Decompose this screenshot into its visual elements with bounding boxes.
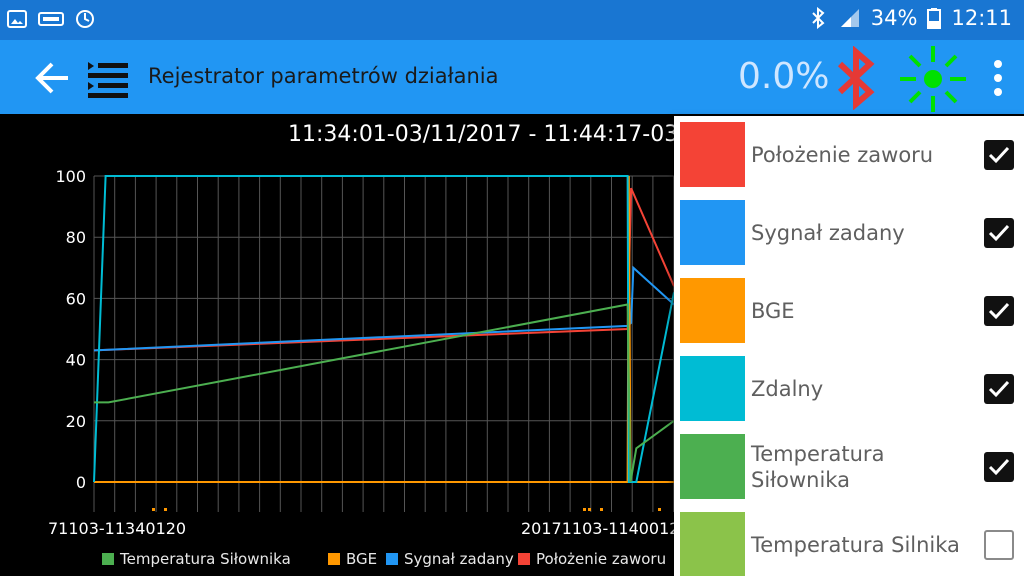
page-title: Rejestrator parametrów działania — [148, 64, 499, 88]
series-label: Zdalny — [751, 377, 824, 401]
series-line — [94, 303, 675, 483]
sync-icon — [76, 10, 94, 28]
series-checkbox[interactable] — [984, 218, 1014, 248]
series-line — [94, 175, 674, 483]
legend-label: Sygnał zadany — [404, 550, 514, 568]
y-tick-label: 20 — [66, 412, 86, 431]
series-label: Temperatura Silnika — [751, 533, 960, 557]
x-tick-label: 71103-11340120 — [48, 519, 186, 538]
legend-swatch — [328, 553, 340, 565]
legend-item: Sygnał zadany — [386, 550, 514, 568]
percent-readout: 0.0% — [738, 56, 830, 97]
series-item-temperatura-silownika[interactable]: Temperatura Siłownika — [674, 428, 1024, 506]
y-tick-label: 80 — [66, 228, 86, 247]
y-tick-label: 40 — [66, 351, 86, 370]
vodafone-icon — [38, 12, 64, 26]
series-color-swatch — [680, 278, 745, 343]
series-item-polozenie-zaworu[interactable]: Położenie zaworu — [674, 116, 1024, 194]
legend-label: BGE — [346, 550, 378, 568]
series-label: Położenie zaworu — [751, 143, 934, 167]
bge-marker — [164, 508, 167, 511]
series-checkbox[interactable] — [984, 452, 1014, 482]
bluetooth-icon — [812, 7, 825, 29]
list-menu-icon[interactable] — [86, 56, 130, 100]
y-tick-label: 100 — [55, 167, 86, 186]
series-line — [93, 265, 675, 352]
series-item-temperatura-silnika[interactable]: Temperatura Silnika — [674, 506, 1024, 576]
bge-marker — [600, 508, 603, 511]
signal-icon — [840, 9, 859, 27]
legend-label: Temperatura Siłownika — [120, 550, 291, 568]
line-chart[interactable]: 0 20 40 60 80 100 71103-11340120 20171103-11400… — [0, 114, 1024, 576]
app-bar: Rejestrator parametrów działania 0.0% — [0, 40, 1024, 114]
series-color-swatch — [680, 512, 745, 576]
status-right: 34% 12:11 — [807, 6, 1012, 30]
battery-icon — [927, 8, 942, 29]
legend-label: Położenie zaworu — [536, 550, 667, 568]
series-color-swatch — [680, 356, 745, 421]
bge-marker — [588, 508, 591, 511]
series-color-swatch — [680, 434, 745, 499]
series-color-swatch — [680, 200, 745, 265]
status-bar: 34% 12:11 — [0, 0, 1024, 40]
y-tick-label: 0 — [76, 473, 86, 492]
series-item-bge[interactable]: BGE — [674, 272, 1024, 350]
x-tick-label: 20171103-11400120 — [521, 519, 690, 538]
status-time: 12:11 — [951, 6, 1012, 30]
series-checkbox[interactable] — [984, 530, 1014, 560]
sun-indicator-icon[interactable] — [896, 44, 970, 114]
series-item-zdalny[interactable]: Zdalny — [674, 350, 1024, 428]
series-color-swatch — [680, 122, 745, 187]
time-range-label: 11:34:01-03/11/2017 - 11:44:17-03/11 — [288, 122, 714, 147]
series-selection-panel: Położenie zaworu Sygnał zadany BGE Zdaln… — [674, 116, 1024, 576]
series-item-sygnal-zadany[interactable]: Sygnał zadany — [674, 194, 1024, 272]
legend-item: Położenie zaworu — [518, 550, 666, 568]
battery-percent: 34% — [870, 6, 918, 30]
legend-swatch — [518, 553, 530, 565]
back-arrow-icon[interactable] — [32, 58, 72, 98]
series-checkbox[interactable] — [984, 296, 1014, 326]
bluetooth-icon[interactable] — [834, 46, 878, 110]
legend-item: Temperatura Siłownika — [102, 550, 291, 568]
bge-marker — [658, 508, 661, 511]
gallery-icon — [7, 10, 27, 28]
more-vert-icon[interactable] — [986, 58, 1010, 98]
bge-marker — [583, 508, 586, 511]
legend-swatch — [102, 553, 114, 565]
series-label: Sygnał zadany — [751, 221, 905, 245]
series-label: BGE — [751, 299, 795, 323]
y-tick-label: 60 — [66, 289, 86, 308]
legend-swatch — [386, 553, 398, 565]
series-checkbox[interactable] — [984, 374, 1014, 404]
series-checkbox[interactable] — [984, 140, 1014, 170]
legend-item: BGE — [328, 550, 377, 568]
bge-marker — [152, 508, 155, 511]
status-left-icons — [6, 8, 96, 30]
series-label: Temperatura Siłownika — [751, 442, 885, 492]
chart-legend: Temperatura Siłownika BGE Sygnał zadany … — [0, 550, 680, 572]
